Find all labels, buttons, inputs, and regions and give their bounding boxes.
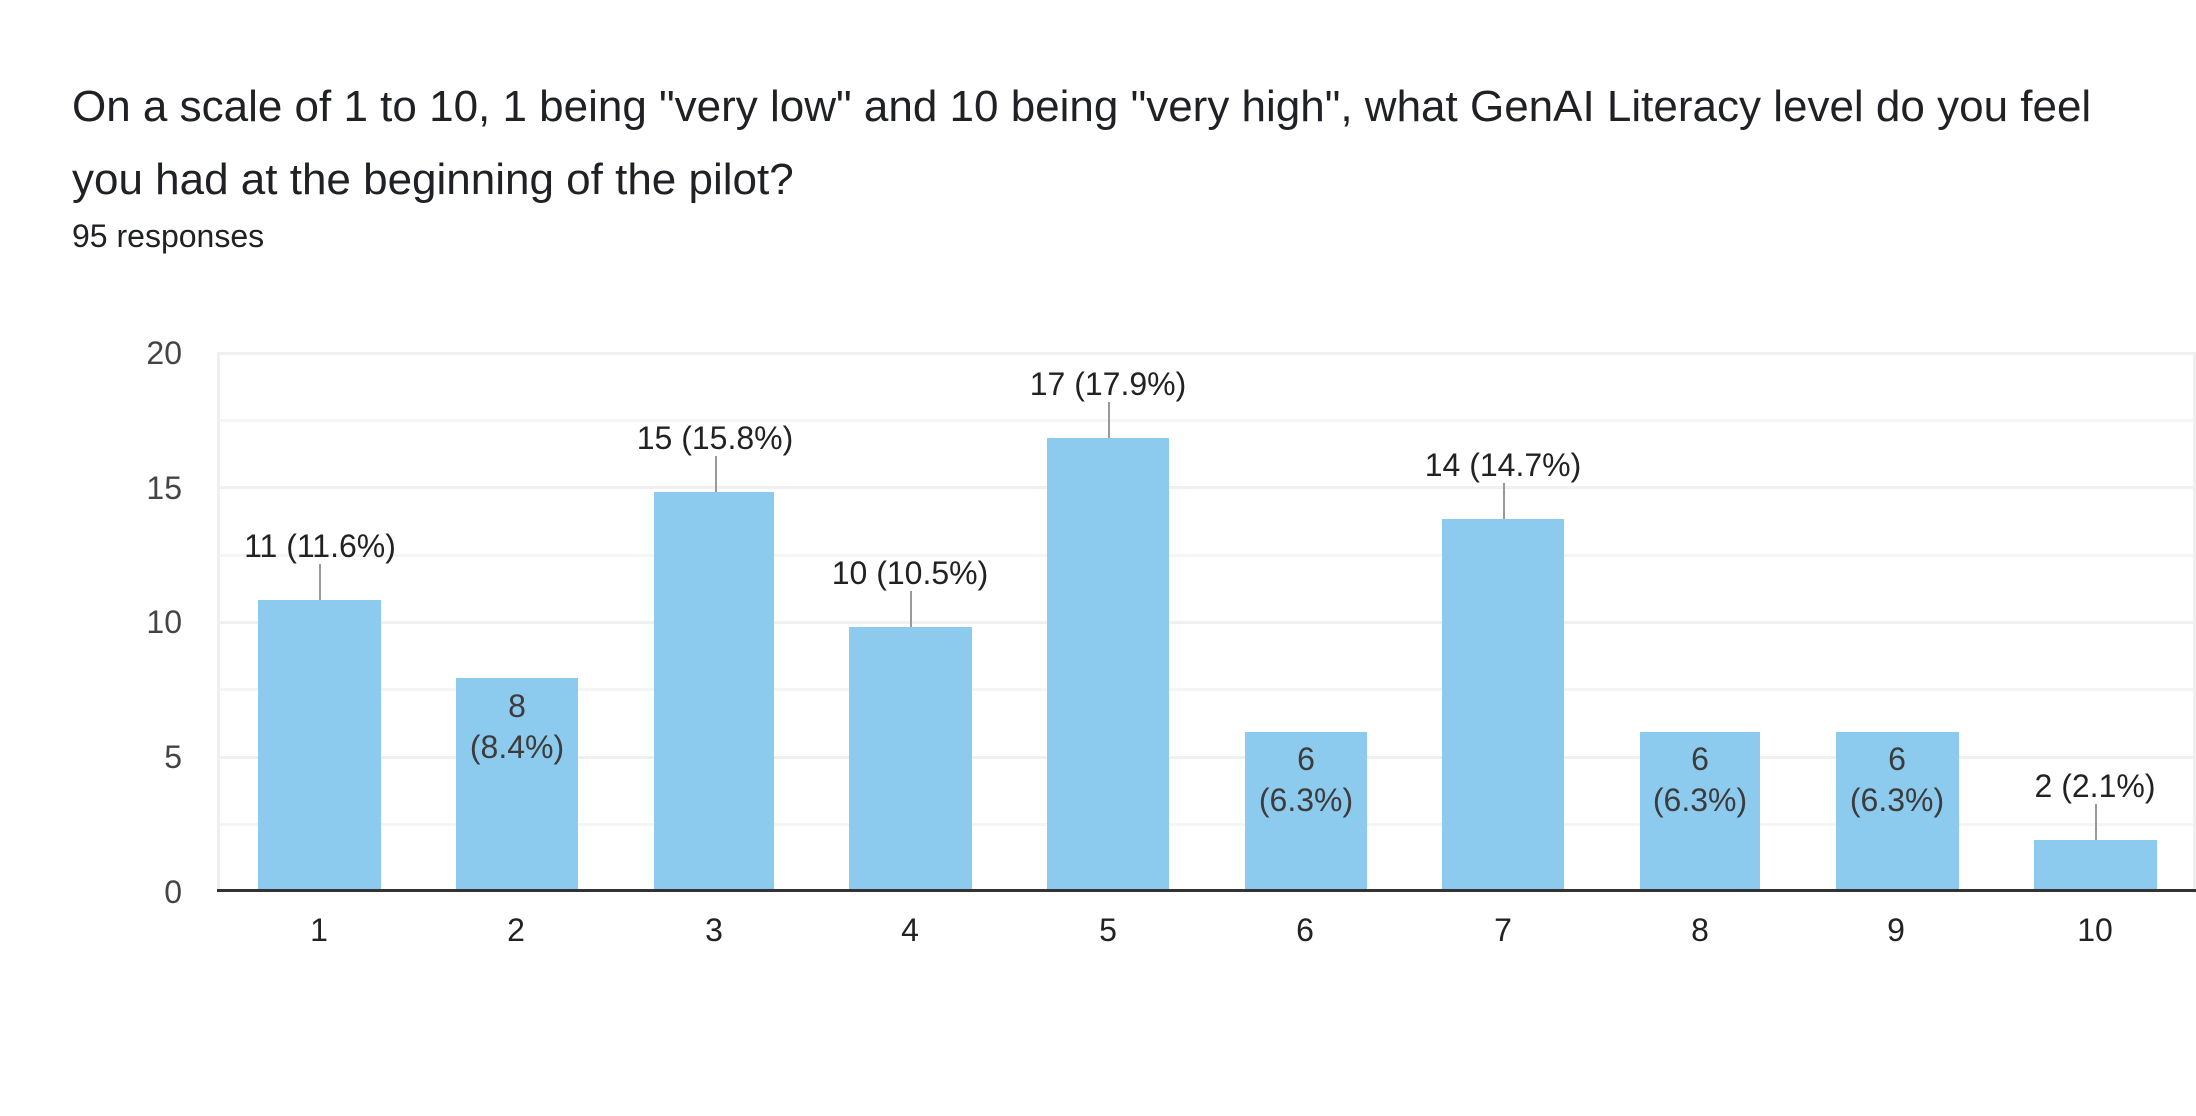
bar-2[interactable] [456, 678, 578, 891]
y-tick-15: 15 [146, 470, 182, 506]
y-tick-10: 10 [146, 604, 182, 640]
leader-line-4 [910, 591, 912, 627]
leader-line-10 [2095, 804, 2097, 840]
data-label-9-count: 6 [1888, 741, 1906, 777]
gridline-10 [217, 621, 2196, 624]
gridline-7-5 [217, 688, 2196, 691]
bar-5[interactable] [1047, 438, 1169, 891]
data-label-6-percent: (6.3%) [1258, 782, 1354, 818]
chart-right-frame [2193, 353, 2196, 893]
x-tick-5: 5 [1099, 912, 1117, 948]
gridline-15 [217, 486, 2196, 489]
gridline-5 [217, 756, 2196, 759]
bar-4[interactable] [849, 627, 972, 891]
bar-10[interactable] [2034, 840, 2157, 891]
y-tick-20: 20 [146, 335, 182, 371]
gridline-12-5 [217, 554, 2196, 557]
response-count: 95 responses [72, 218, 265, 254]
bar-9[interactable] [1836, 732, 1959, 891]
bar-6[interactable] [1245, 732, 1367, 891]
x-tick-4: 4 [901, 912, 919, 948]
leader-line-1 [319, 564, 321, 600]
bar-3[interactable] [654, 492, 774, 891]
gridline-17-5 [217, 419, 2196, 422]
bar-8[interactable] [1640, 732, 1760, 891]
data-label-7: 14 (14.7%) [1424, 447, 1582, 483]
leader-line-7 [1503, 483, 1505, 519]
data-label-8-count: 6 [1691, 741, 1709, 777]
data-label-2-count: 8 [508, 688, 526, 724]
data-label-6-count: 6 [1297, 741, 1315, 777]
gridline-20 [217, 352, 2196, 355]
data-label-2-percent: (8.4%) [469, 729, 565, 765]
x-tick-10: 10 [2077, 912, 2113, 948]
x-axis-baseline [217, 889, 2196, 892]
gridline-2-5 [217, 823, 2196, 826]
leader-line-3 [715, 456, 717, 492]
x-tick-7: 7 [1494, 912, 1512, 948]
leader-line-5 [1108, 402, 1110, 438]
x-tick-9: 9 [1887, 912, 1905, 948]
x-tick-2: 2 [507, 912, 525, 948]
data-label-8-percent: (6.3%) [1652, 782, 1748, 818]
y-tick-5: 5 [164, 739, 182, 775]
data-label-10: 2 (2.1%) [2034, 768, 2156, 804]
x-tick-3: 3 [705, 912, 723, 948]
data-label-4: 10 (10.5%) [831, 555, 989, 591]
y-tick-0: 0 [164, 874, 182, 910]
bar-1[interactable] [258, 600, 381, 891]
data-label-3: 15 (15.8%) [636, 420, 794, 456]
y-axis-line [217, 353, 220, 893]
question-title: On a scale of 1 to 10, 1 being "very low… [72, 82, 2092, 204]
bar-7[interactable] [1442, 519, 1564, 891]
x-tick-6: 6 [1296, 912, 1314, 948]
data-label-5: 17 (17.9%) [1029, 366, 1187, 402]
data-label-9-percent: (6.3%) [1849, 782, 1945, 818]
data-label-1: 11 (11.6%) [244, 528, 396, 564]
x-tick-8: 8 [1691, 912, 1709, 948]
x-tick-1: 1 [310, 912, 328, 948]
